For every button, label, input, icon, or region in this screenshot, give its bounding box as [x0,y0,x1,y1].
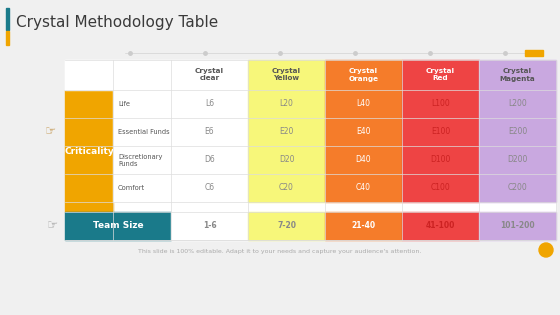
Bar [325,90,402,118]
Text: Crystal
clear: Crystal clear [195,68,224,82]
Bar [6,8,9,30]
Bar [248,60,325,90]
Bar [171,174,248,202]
Bar [525,50,543,56]
Bar [325,146,402,174]
Text: 41-100: 41-100 [426,221,455,231]
Bar [325,118,402,146]
Bar [479,90,556,118]
Text: C200: C200 [507,184,528,192]
Bar [65,60,556,240]
Text: Crystal
Magenta: Crystal Magenta [500,68,535,82]
Text: Crystal Methodology Table: Crystal Methodology Table [16,15,218,30]
Bar [113,146,171,174]
Text: L6: L6 [205,100,214,108]
Text: Criticality: Criticality [64,146,114,156]
Text: D100: D100 [430,156,451,164]
Bar [402,146,479,174]
Text: L20: L20 [279,100,293,108]
Text: 1-6: 1-6 [203,221,216,231]
Text: E40: E40 [356,128,371,136]
Bar [65,90,113,212]
Bar [248,146,325,174]
Text: Crystal
Yellow: Crystal Yellow [272,68,301,82]
Bar [113,174,171,202]
Text: C20: C20 [279,184,294,192]
Text: C100: C100 [431,184,450,192]
Bar [479,118,556,146]
Text: C6: C6 [204,184,214,192]
Bar [479,146,556,174]
Bar [402,60,479,90]
Text: L40: L40 [357,100,371,108]
Bar [479,60,556,90]
Text: Crystal
Red: Crystal Red [426,68,455,82]
Bar [113,118,171,146]
Bar [402,90,479,118]
Text: This slide is 100% editable. Adapt it to your needs and capture your audience's : This slide is 100% editable. Adapt it to… [138,249,422,254]
Text: Essential Funds: Essential Funds [118,129,170,135]
Text: ☞: ☞ [45,125,57,139]
Bar [171,118,248,146]
Text: D20: D20 [279,156,294,164]
Bar [65,212,171,240]
Bar [6,31,9,45]
Bar [171,212,248,240]
Bar [402,212,479,240]
Bar [325,212,402,240]
Text: 7-20: 7-20 [277,221,296,231]
Bar [402,174,479,202]
Bar [325,174,402,202]
Bar [248,212,325,240]
Text: E100: E100 [431,128,450,136]
Bar [479,174,556,202]
Bar [171,90,248,118]
Text: L200: L200 [508,100,527,108]
Text: D40: D40 [356,156,371,164]
Bar [402,118,479,146]
Bar [171,60,248,90]
Bar [248,118,325,146]
Text: L100: L100 [431,100,450,108]
Text: D200: D200 [507,156,528,164]
Text: 21-40: 21-40 [352,221,376,231]
Text: 101-200: 101-200 [500,221,535,231]
Bar [65,60,556,240]
Bar [325,60,402,90]
Text: D6: D6 [204,156,215,164]
Text: Discretionary
Funds: Discretionary Funds [118,153,162,167]
Bar [45,224,49,228]
Text: E200: E200 [508,128,527,136]
Text: Comfort: Comfort [118,185,145,191]
Text: C40: C40 [356,184,371,192]
Text: E6: E6 [205,128,214,136]
Bar [479,212,556,240]
Circle shape [539,243,553,257]
Bar [65,60,171,90]
Bar [171,146,248,174]
Text: Team Size: Team Size [93,221,143,231]
Text: E20: E20 [279,128,293,136]
Text: Life: Life [118,101,130,107]
Bar [248,174,325,202]
Bar [113,90,171,118]
Text: ☞: ☞ [48,220,59,232]
Text: Crystal
Orange: Crystal Orange [348,68,379,82]
Bar [248,90,325,118]
